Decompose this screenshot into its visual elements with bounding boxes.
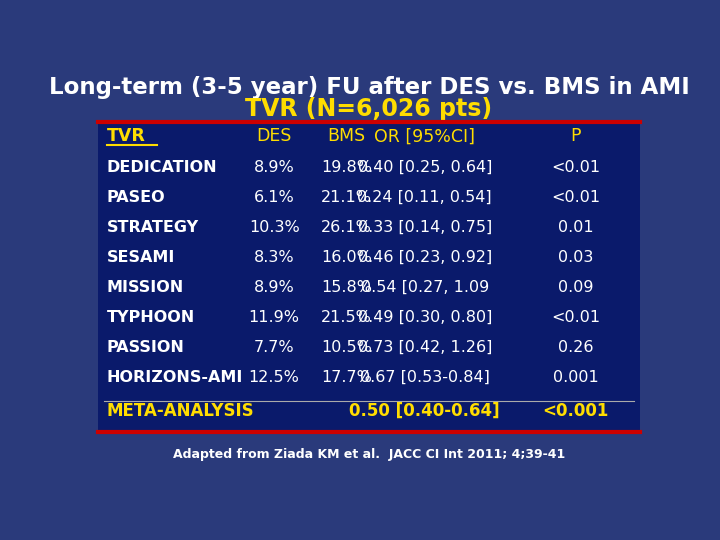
Text: 10.5%: 10.5% [321, 340, 372, 355]
Text: DES: DES [256, 127, 292, 145]
Text: 19.8%: 19.8% [321, 160, 372, 175]
Text: 16.0%: 16.0% [321, 250, 372, 265]
Text: TVR: TVR [107, 127, 145, 145]
Text: Long-term (3-5 year) FU after DES vs. BMS in AMI: Long-term (3-5 year) FU after DES vs. BM… [49, 76, 689, 99]
Text: 21.1%: 21.1% [321, 190, 372, 205]
Text: 15.8%: 15.8% [321, 280, 372, 295]
Text: 6.1%: 6.1% [253, 190, 294, 205]
Text: <0.01: <0.01 [551, 310, 600, 325]
Text: OR [95%CI]: OR [95%CI] [374, 127, 475, 145]
Text: PASEO: PASEO [107, 190, 166, 205]
Text: 17.7%: 17.7% [321, 369, 372, 384]
Text: 0.09: 0.09 [558, 280, 593, 295]
Text: 8.9%: 8.9% [253, 160, 294, 175]
Text: 0.73 [0.42, 1.26]: 0.73 [0.42, 1.26] [358, 340, 492, 355]
Text: 11.9%: 11.9% [248, 310, 300, 325]
Text: 0.33 [0.14, 0.75]: 0.33 [0.14, 0.75] [358, 220, 492, 235]
Text: 8.9%: 8.9% [253, 280, 294, 295]
Text: META-ANALYSIS: META-ANALYSIS [107, 402, 254, 420]
Text: 0.03: 0.03 [558, 250, 593, 265]
Text: 0.50 [0.40-0.64]: 0.50 [0.40-0.64] [349, 402, 500, 420]
Text: 26.1%: 26.1% [321, 220, 372, 235]
Text: 0.01: 0.01 [558, 220, 593, 235]
Text: <0.01: <0.01 [551, 160, 600, 175]
Text: MISSION: MISSION [107, 280, 184, 295]
Text: 0.40 [0.25, 0.64]: 0.40 [0.25, 0.64] [358, 160, 492, 175]
FancyBboxPatch shape [99, 122, 639, 431]
Text: TYPHOON: TYPHOON [107, 310, 195, 325]
Text: 7.7%: 7.7% [254, 340, 294, 355]
Text: SESAMI: SESAMI [107, 250, 175, 265]
Text: 0.24 [0.11, 0.54]: 0.24 [0.11, 0.54] [358, 190, 492, 205]
Text: TVR (N=6,026 pts): TVR (N=6,026 pts) [246, 97, 492, 122]
Text: 12.5%: 12.5% [248, 369, 300, 384]
Text: HORIZONS-AMI: HORIZONS-AMI [107, 369, 243, 384]
Text: 10.3%: 10.3% [249, 220, 300, 235]
Text: <0.001: <0.001 [542, 402, 608, 420]
Text: PASSION: PASSION [107, 340, 184, 355]
Text: 0.46 [0.23, 0.92]: 0.46 [0.23, 0.92] [358, 250, 492, 265]
Text: 0.67 [0.53-0.84]: 0.67 [0.53-0.84] [360, 369, 490, 384]
Text: 0.26: 0.26 [558, 340, 593, 355]
Text: BMS: BMS [328, 127, 366, 145]
Text: 8.3%: 8.3% [254, 250, 294, 265]
Text: 0.54 [0.27, 1.09: 0.54 [0.27, 1.09 [361, 280, 489, 295]
Text: Adapted from Ziada KM et al.  JACC CI Int 2011; 4;39-41: Adapted from Ziada KM et al. JACC CI Int… [173, 448, 565, 461]
Text: 0.001: 0.001 [552, 369, 598, 384]
Text: 21.5%: 21.5% [321, 310, 372, 325]
Text: P: P [570, 127, 581, 145]
Text: 0.49 [0.30, 0.80]: 0.49 [0.30, 0.80] [358, 310, 492, 325]
Text: <0.01: <0.01 [551, 190, 600, 205]
Text: STRATEGY: STRATEGY [107, 220, 199, 235]
Text: DEDICATION: DEDICATION [107, 160, 217, 175]
